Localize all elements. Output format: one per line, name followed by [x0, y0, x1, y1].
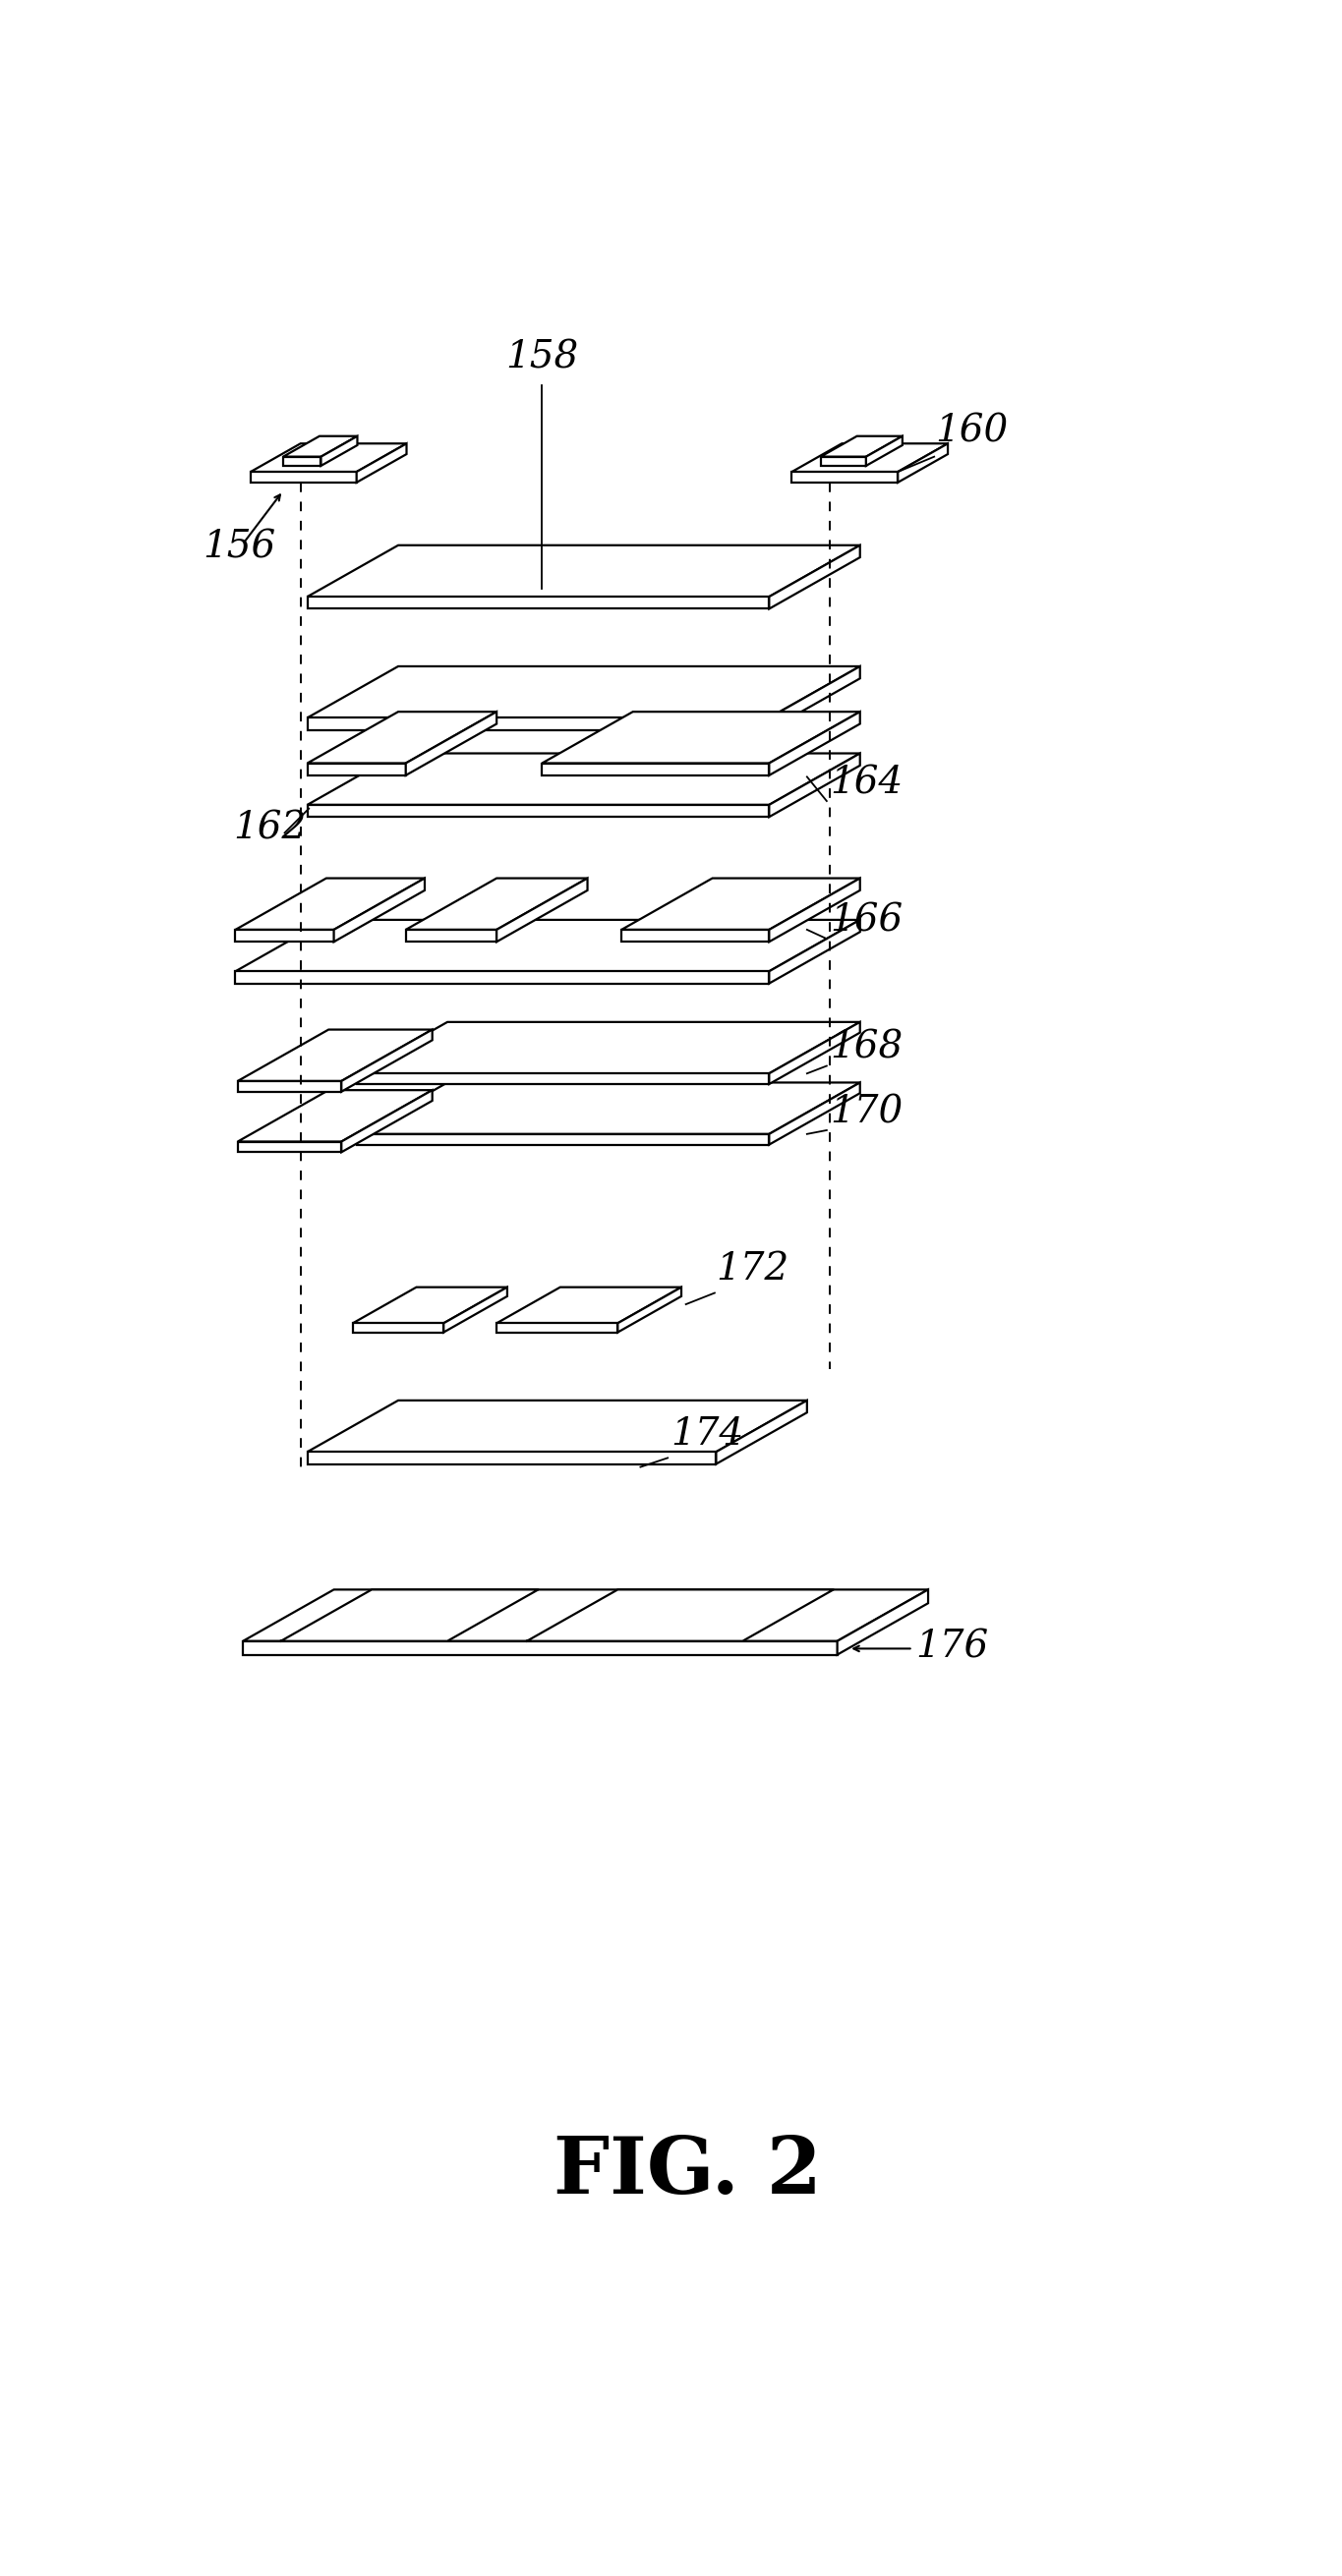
Text: 160: 160 — [935, 412, 1009, 448]
Polygon shape — [792, 471, 898, 482]
Polygon shape — [353, 1288, 507, 1324]
Polygon shape — [307, 719, 769, 729]
Polygon shape — [307, 1453, 717, 1463]
Polygon shape — [792, 443, 947, 471]
Text: 158: 158 — [506, 340, 578, 376]
Polygon shape — [238, 1082, 341, 1092]
Polygon shape — [444, 1288, 507, 1332]
Polygon shape — [251, 471, 357, 482]
Text: 172: 172 — [717, 1252, 789, 1288]
Polygon shape — [769, 920, 860, 984]
Polygon shape — [621, 930, 769, 943]
Polygon shape — [769, 878, 860, 943]
Text: 176: 176 — [917, 1628, 989, 1667]
Polygon shape — [405, 930, 497, 943]
Polygon shape — [497, 1324, 617, 1332]
Polygon shape — [307, 804, 769, 817]
Polygon shape — [837, 1589, 929, 1654]
Polygon shape — [307, 752, 860, 804]
Polygon shape — [769, 711, 860, 775]
Polygon shape — [866, 435, 902, 466]
Polygon shape — [307, 762, 405, 775]
Polygon shape — [357, 443, 407, 482]
Polygon shape — [357, 1082, 860, 1133]
Polygon shape — [243, 1641, 837, 1654]
Text: 166: 166 — [829, 902, 903, 940]
Polygon shape — [617, 1288, 682, 1332]
Polygon shape — [243, 1589, 929, 1641]
Polygon shape — [769, 1023, 860, 1084]
Text: 162: 162 — [234, 811, 306, 848]
Polygon shape — [405, 878, 588, 930]
Polygon shape — [357, 1023, 860, 1074]
Polygon shape — [307, 1401, 807, 1453]
Polygon shape — [280, 1589, 538, 1641]
Polygon shape — [542, 711, 860, 762]
Polygon shape — [542, 762, 769, 775]
Polygon shape — [334, 878, 424, 943]
Polygon shape — [235, 920, 860, 971]
Polygon shape — [353, 1324, 444, 1332]
Polygon shape — [821, 435, 902, 456]
Polygon shape — [235, 971, 769, 984]
Polygon shape — [357, 1074, 769, 1084]
Polygon shape — [717, 1401, 807, 1463]
Text: 174: 174 — [671, 1417, 743, 1453]
Polygon shape — [238, 1090, 432, 1141]
Polygon shape — [341, 1030, 432, 1092]
Polygon shape — [307, 711, 497, 762]
Polygon shape — [321, 435, 357, 466]
Polygon shape — [307, 546, 860, 598]
Polygon shape — [357, 1133, 769, 1144]
Polygon shape — [307, 598, 769, 608]
Text: 156: 156 — [203, 528, 276, 564]
Polygon shape — [769, 546, 860, 608]
Polygon shape — [283, 435, 357, 456]
Polygon shape — [238, 1030, 432, 1082]
Polygon shape — [235, 930, 334, 943]
Polygon shape — [238, 1141, 341, 1151]
Polygon shape — [283, 456, 321, 466]
Polygon shape — [769, 752, 860, 817]
Polygon shape — [497, 878, 588, 943]
Polygon shape — [251, 443, 407, 471]
Polygon shape — [497, 1288, 682, 1324]
Text: FIG. 2: FIG. 2 — [553, 2133, 821, 2210]
Polygon shape — [341, 1090, 432, 1151]
Polygon shape — [898, 443, 947, 482]
Text: 170: 170 — [829, 1095, 903, 1131]
Polygon shape — [235, 878, 424, 930]
Text: 164: 164 — [829, 765, 903, 801]
Polygon shape — [621, 878, 860, 930]
Polygon shape — [307, 667, 860, 719]
Polygon shape — [405, 711, 497, 775]
Polygon shape — [821, 456, 866, 466]
Polygon shape — [527, 1589, 833, 1641]
Polygon shape — [769, 667, 860, 729]
Polygon shape — [769, 1082, 860, 1144]
Text: 168: 168 — [829, 1030, 903, 1066]
